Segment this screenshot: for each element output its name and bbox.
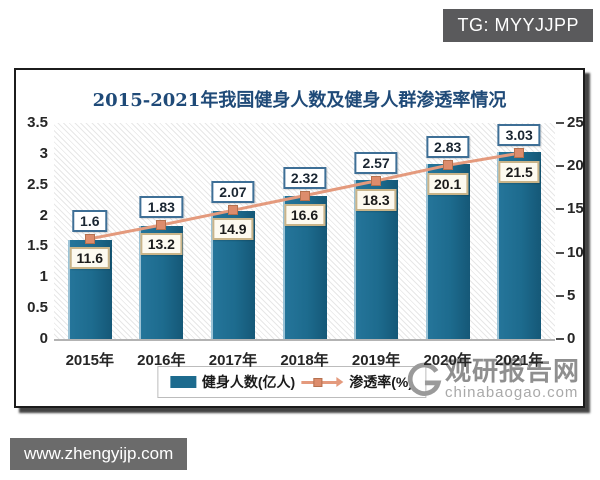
bar-value-label: 1.83 (139, 195, 183, 218)
x-axis-label: 2021年 (495, 352, 544, 369)
plot-area: 1.6 11.6 1.83 13.2 2.07 14.9 2.32 16.6 2.57 18.3 2… (54, 123, 555, 341)
x-axis-label: 2017年 (208, 352, 258, 369)
right-axis-tick: 5 (567, 286, 576, 304)
right-axis-tickmark (556, 338, 564, 340)
rate-value-label: 13.2 (140, 232, 182, 255)
left-axis-tick: 3 (39, 144, 48, 162)
right-axis-tick: 15 (567, 200, 584, 218)
right-axis-tickmark (556, 208, 564, 211)
bar-value-label: 2.32 (282, 166, 327, 189)
line-marker-2019年 (371, 175, 382, 186)
line-marker-2017年 (227, 205, 238, 216)
bar-value-label: 2.57 (354, 151, 398, 174)
line-marker-2021年 (514, 148, 525, 159)
legend-line-label: 渗透率(%) (349, 374, 413, 390)
right-axis-tick: 20 (567, 157, 584, 175)
right-axis-tick: 10 (567, 243, 584, 261)
left-axis-tick: 0 (39, 330, 48, 347)
telegram-badge: TG: MYYJJPP (443, 9, 593, 42)
rate-value-label: 20.1 (427, 173, 469, 196)
x-axis-label: 2016年 (137, 352, 186, 369)
left-axis-tick: 2.5 (27, 175, 48, 193)
left-axis-tick: 1 (39, 268, 48, 286)
rate-value-label: 11.6 (69, 246, 111, 269)
x-axis-label: 2020年 (423, 352, 472, 369)
right-axis-tickmark (556, 294, 564, 297)
right-axis-tick: 25 (567, 114, 584, 131)
legend-line-swatch (301, 376, 344, 388)
right-axis-tickmark (556, 251, 564, 254)
right-axis-tick: 0 (567, 330, 576, 347)
chart-title: 2015-2021年我国健身人数及健身人群渗透率情况 (92, 90, 507, 111)
rate-value-label: 21.5 (498, 161, 540, 184)
left-axis-tick: 3.5 (27, 114, 48, 131)
watermark-domain: chinabaogao.com (444, 384, 579, 401)
rate-value-label: 16.6 (283, 203, 326, 226)
chart-legend: 健身人数(亿人) 渗透率(%) (156, 366, 426, 398)
x-axis-label: 2019年 (351, 352, 401, 369)
line-marker-2018年 (299, 190, 310, 201)
website-badge: www.zhengyijp.com (10, 438, 188, 470)
right-axis-tickmark (556, 165, 564, 168)
bar-value-label: 1.6 (72, 209, 108, 232)
bar-value-label: 2.83 (426, 136, 470, 159)
x-axis-label: 2015年 (65, 352, 114, 369)
legend-bar-label: 健身人数(亿人) (201, 374, 296, 390)
rate-value-label: 18.3 (355, 188, 397, 211)
chart-card: 2015-2021年我国健身人数及健身人群渗透率情况 1.6 11.6 1.83 13… (14, 68, 585, 408)
bar-value-label: 3.03 (497, 124, 541, 147)
left-axis-tick: 2 (39, 206, 48, 224)
legend-bar-swatch (169, 376, 196, 388)
right-axis-tickmark (556, 122, 564, 124)
rate-value-label: 14.9 (212, 218, 254, 241)
left-axis-tick: 0.5 (27, 299, 48, 317)
line-marker-2020年 (442, 160, 453, 171)
penetration-line (89, 151, 520, 241)
line-marker-2016年 (156, 219, 167, 230)
line-marker-2015年 (84, 233, 95, 244)
x-axis-label: 2018年 (280, 352, 329, 369)
bar-value-label: 2.07 (211, 181, 255, 204)
left-axis-tick: 1.5 (27, 237, 48, 255)
